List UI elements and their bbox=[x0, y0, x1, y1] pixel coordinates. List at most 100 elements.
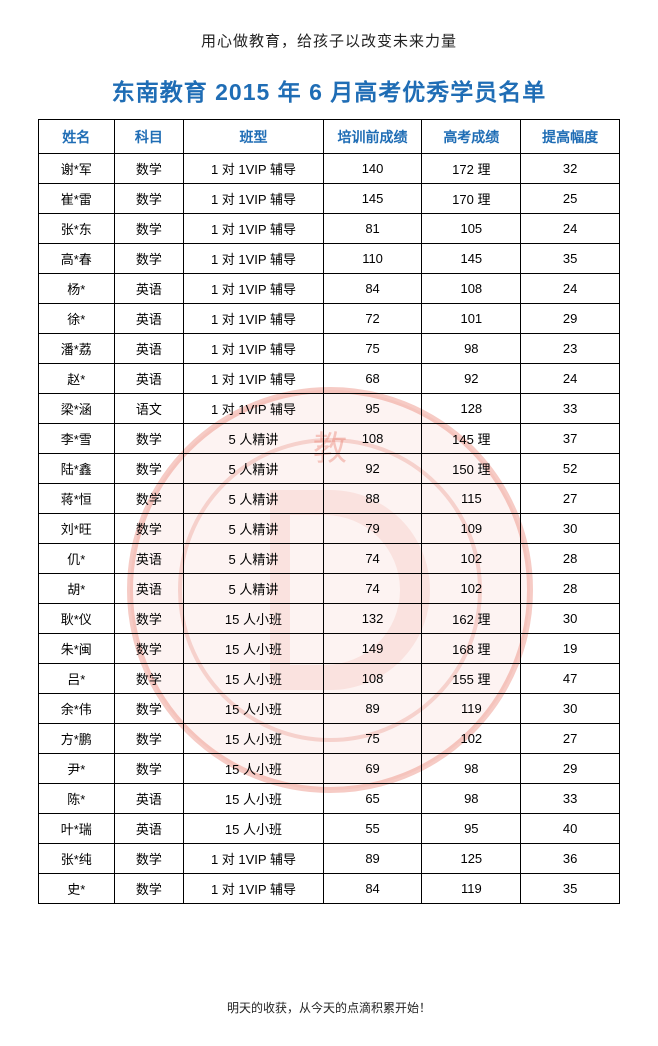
table-cell: 101 bbox=[422, 304, 521, 334]
header-slogan: 用心做教育，给孩子以改变未来力量 bbox=[38, 30, 620, 51]
table-cell: 108 bbox=[323, 424, 422, 454]
table-cell: 1 对 1VIP 辅导 bbox=[184, 334, 323, 364]
table-cell: 数学 bbox=[114, 634, 184, 664]
table-cell: 1 对 1VIP 辅导 bbox=[184, 214, 323, 244]
table-cell: 88 bbox=[323, 484, 422, 514]
table-cell: 95 bbox=[323, 394, 422, 424]
table-cell: 40 bbox=[521, 814, 620, 844]
table-cell: 徐* bbox=[39, 304, 115, 334]
table-cell: 英语 bbox=[114, 304, 184, 334]
table-cell: 110 bbox=[323, 244, 422, 274]
table-cell: 数学 bbox=[114, 754, 184, 784]
table-cell: 98 bbox=[422, 334, 521, 364]
table-cell: 37 bbox=[521, 424, 620, 454]
col-before: 培训前成绩 bbox=[323, 120, 422, 154]
table-cell: 朱*闽 bbox=[39, 634, 115, 664]
table-cell: 119 bbox=[422, 874, 521, 904]
table-cell: 5 人精讲 bbox=[184, 454, 323, 484]
table-row: 高*春数学1 对 1VIP 辅导11014535 bbox=[39, 244, 620, 274]
table-cell: 赵* bbox=[39, 364, 115, 394]
table-cell: 数学 bbox=[114, 484, 184, 514]
table-cell: 杨* bbox=[39, 274, 115, 304]
table-cell: 28 bbox=[521, 544, 620, 574]
table-cell: 数学 bbox=[114, 184, 184, 214]
table-cell: 29 bbox=[521, 754, 620, 784]
table-cell: 98 bbox=[422, 784, 521, 814]
table-row: 梁*涵语文1 对 1VIP 辅导9512833 bbox=[39, 394, 620, 424]
table-cell: 15 人小班 bbox=[184, 634, 323, 664]
table-cell: 耿*仪 bbox=[39, 604, 115, 634]
table-row: 潘*荔英语1 对 1VIP 辅导759823 bbox=[39, 334, 620, 364]
table-row: 史*数学1 对 1VIP 辅导8411935 bbox=[39, 874, 620, 904]
col-subject: 科目 bbox=[114, 120, 184, 154]
table-cell: 162 理 bbox=[422, 604, 521, 634]
table-row: 张*东数学1 对 1VIP 辅导8110524 bbox=[39, 214, 620, 244]
table-row: 朱*闽数学15 人小班149168 理19 bbox=[39, 634, 620, 664]
table-cell: 168 理 bbox=[422, 634, 521, 664]
table-cell: 余*伟 bbox=[39, 694, 115, 724]
table-cell: 潘*荔 bbox=[39, 334, 115, 364]
table-cell: 102 bbox=[422, 574, 521, 604]
table-cell: 24 bbox=[521, 364, 620, 394]
table-cell: 英语 bbox=[114, 274, 184, 304]
table-cell: 75 bbox=[323, 724, 422, 754]
col-delta: 提高幅度 bbox=[521, 120, 620, 154]
table-row: 胡*英语5 人精讲7410228 bbox=[39, 574, 620, 604]
table-cell: 数学 bbox=[114, 874, 184, 904]
table-cell: 数学 bbox=[114, 514, 184, 544]
table-cell: 32 bbox=[521, 154, 620, 184]
table-cell: 15 人小班 bbox=[184, 754, 323, 784]
table-cell: 19 bbox=[521, 634, 620, 664]
table-cell: 30 bbox=[521, 604, 620, 634]
table-cell: 27 bbox=[521, 484, 620, 514]
table-cell: 1 对 1VIP 辅导 bbox=[184, 274, 323, 304]
table-cell: 吕* bbox=[39, 664, 115, 694]
table-cell: 84 bbox=[323, 874, 422, 904]
table-cell: 数学 bbox=[114, 664, 184, 694]
table-row: 张*纯数学1 对 1VIP 辅导8912536 bbox=[39, 844, 620, 874]
table-row: 赵*英语1 对 1VIP 辅导689224 bbox=[39, 364, 620, 394]
table-cell: 89 bbox=[323, 844, 422, 874]
table-cell: 谢*军 bbox=[39, 154, 115, 184]
table-cell: 35 bbox=[521, 874, 620, 904]
table-row: 蒋*恒数学5 人精讲8811527 bbox=[39, 484, 620, 514]
table-cell: 刘*旺 bbox=[39, 514, 115, 544]
table-cell: 15 人小班 bbox=[184, 604, 323, 634]
table-cell: 92 bbox=[323, 454, 422, 484]
table-cell: 英语 bbox=[114, 784, 184, 814]
table-cell: 5 人精讲 bbox=[184, 424, 323, 454]
table-cell: 155 理 bbox=[422, 664, 521, 694]
table-cell: 69 bbox=[323, 754, 422, 784]
table-cell: 30 bbox=[521, 514, 620, 544]
table-cell: 1 对 1VIP 辅导 bbox=[184, 154, 323, 184]
table-cell: 陈* bbox=[39, 784, 115, 814]
table-row: 谢*军数学1 对 1VIP 辅导140172 理32 bbox=[39, 154, 620, 184]
table-cell: 27 bbox=[521, 724, 620, 754]
table-cell: 95 bbox=[422, 814, 521, 844]
table-row: 陆*鑫数学5 人精讲92150 理52 bbox=[39, 454, 620, 484]
table-row: 耿*仪数学15 人小班132162 理30 bbox=[39, 604, 620, 634]
students-table: 姓名 科目 班型 培训前成绩 高考成绩 提高幅度 谢*军数学1 对 1VIP 辅… bbox=[38, 119, 620, 904]
table-cell: 170 理 bbox=[422, 184, 521, 214]
table-cell: 89 bbox=[323, 694, 422, 724]
table-cell: 132 bbox=[323, 604, 422, 634]
table-cell: 1 对 1VIP 辅导 bbox=[184, 244, 323, 274]
table-cell: 102 bbox=[422, 544, 521, 574]
table-cell: 30 bbox=[521, 694, 620, 724]
table-cell: 数学 bbox=[114, 154, 184, 184]
table-cell: 28 bbox=[521, 574, 620, 604]
table-row: 崔*雷数学1 对 1VIP 辅导145170 理25 bbox=[39, 184, 620, 214]
table-cell: 119 bbox=[422, 694, 521, 724]
table-cell: 24 bbox=[521, 214, 620, 244]
table-cell: 23 bbox=[521, 334, 620, 364]
table-row: 徐*英语1 对 1VIP 辅导7210129 bbox=[39, 304, 620, 334]
table-cell: 47 bbox=[521, 664, 620, 694]
table-cell: 5 人精讲 bbox=[184, 484, 323, 514]
table-cell: 74 bbox=[323, 544, 422, 574]
table-cell: 数学 bbox=[114, 724, 184, 754]
table-cell: 35 bbox=[521, 244, 620, 274]
table-cell: 崔*雷 bbox=[39, 184, 115, 214]
table-cell: 172 理 bbox=[422, 154, 521, 184]
table-cell: 108 bbox=[422, 274, 521, 304]
table-header-row: 姓名 科目 班型 培训前成绩 高考成绩 提高幅度 bbox=[39, 120, 620, 154]
